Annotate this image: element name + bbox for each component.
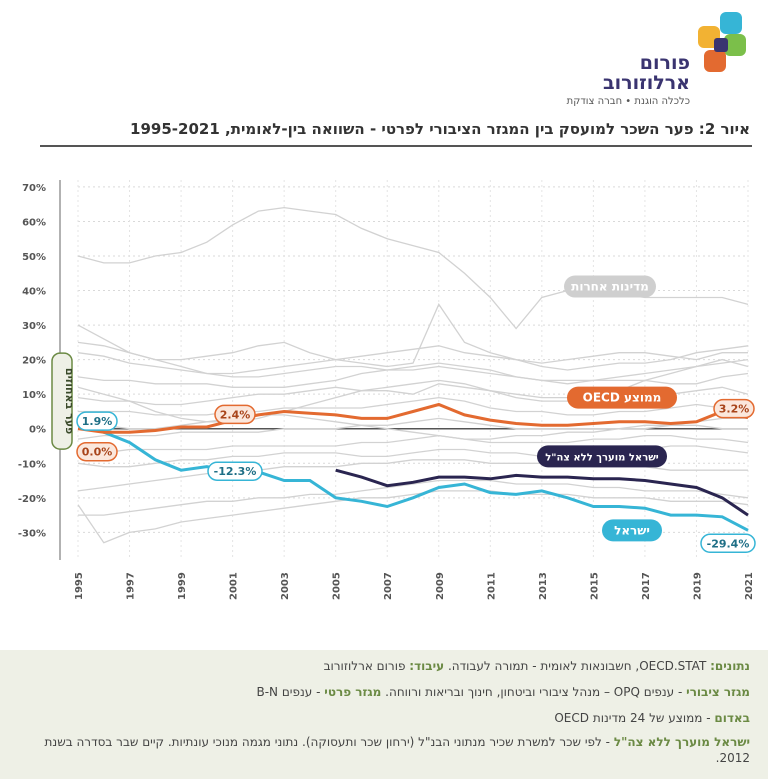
other-country-line	[78, 479, 749, 516]
footer-red-note: באדום - ממוצע של 24 מדינות OECD	[20, 710, 750, 726]
other-country-line	[77, 303, 749, 371]
x-tick-label: 2007	[383, 572, 394, 600]
value-annotation: 1.9%	[82, 415, 113, 428]
y-tick-label: -30%	[18, 528, 46, 539]
value-annotation-box	[76, 411, 118, 431]
other-country-line	[77, 417, 748, 440]
y-tick-label: -20%	[18, 494, 46, 505]
footer-red-label: באדום	[714, 711, 750, 725]
footer-estimate-text: - לפי שכר למשרת שכיר מנתוני הבנ"ל (ירחון…	[44, 735, 750, 765]
y-tick-label: 10%	[22, 390, 46, 401]
series-line	[335, 468, 749, 517]
x-tick-label: 2015	[589, 572, 600, 600]
other-country-line	[77, 414, 748, 440]
logo-name-line1: פורום	[639, 52, 690, 74]
footer-public-label: מגזר ציבורי	[686, 685, 750, 699]
x-tick-label: 2011	[486, 572, 497, 600]
x-tick-label: 2019	[692, 572, 703, 600]
y-tick-label: 70%	[22, 183, 46, 194]
series-label: מדינות אחרות	[571, 280, 649, 294]
value-annotation-box	[76, 441, 118, 462]
footer-sources-label: נתונים:	[710, 659, 750, 673]
y-axis-label-box	[51, 352, 73, 450]
x-tick-label: 2005	[332, 572, 343, 600]
value-annotation: 0.0%	[82, 446, 113, 459]
footer-sources-text: OECD.STAT, חשבונאות לאומית - תמורה לעבוד…	[447, 659, 707, 673]
y-tick-label: 20%	[22, 356, 46, 367]
footer-public-text: - ענפים OPQ – מנהל ציבורי וביטחון, חינוך…	[385, 685, 683, 699]
other-country-line	[77, 434, 749, 454]
value-annotation-box	[207, 461, 263, 481]
series-label-box	[602, 519, 662, 542]
other-country-line	[77, 206, 749, 330]
y-axis-label: פער באחוזים	[63, 368, 76, 434]
logo-tagline: כלכלה הוגנת • חברה צודקת	[566, 96, 690, 107]
value-annotation: 2.4%	[220, 408, 251, 421]
other-country-line	[77, 341, 749, 382]
x-tick-label: 2021	[744, 572, 755, 600]
x-tick-label: 2017	[641, 572, 652, 600]
value-annotation: -29.4%	[707, 537, 750, 550]
other-country-line	[77, 362, 749, 388]
y-tick-label: 60%	[22, 217, 46, 228]
other-country-line	[78, 396, 749, 416]
footer-background	[0, 650, 768, 779]
y-tick-label: 50%	[22, 252, 46, 263]
logo-name-line2: ארלוזורוב	[603, 72, 690, 94]
series-line	[77, 420, 749, 532]
footer-estimate-label: ישראל מוערך ללא צה"ל	[613, 735, 750, 749]
footer-sectors: מגזר ציבורי - ענפים OPQ – מנהל ציבורי וב…	[20, 684, 750, 700]
series-label: ממוצע OECD	[583, 391, 662, 405]
other-country-line	[77, 490, 749, 544]
wage-gap-chart: 70% 60% 50% 40% 30% 20% 10% 0% -10% -20% -30% 1995 1…	[18, 180, 756, 600]
footer-red-text: - ממוצע של 24 מדינות OECD	[554, 711, 711, 725]
x-tick-label: 1997	[126, 572, 137, 600]
y-tick-label: 40%	[22, 287, 46, 298]
footer-processing-text: פורום ארלוזורוב	[323, 659, 406, 673]
logo-mark-icon	[698, 12, 746, 72]
value-annotation-box	[713, 398, 755, 419]
value-annotation: -12.3%	[214, 465, 257, 478]
value-annotation: 3.2%	[719, 403, 750, 416]
y-tick-label: 30%	[22, 321, 46, 332]
footer-private-text: - ענפים B-N	[256, 685, 321, 699]
value-annotation-box	[700, 533, 756, 554]
other-country-line	[77, 358, 749, 423]
footer-private-label: מגזר פרטי	[324, 685, 382, 699]
other-country-line	[77, 345, 748, 375]
x-tick-label: 2003	[280, 572, 291, 600]
series-label: ישראל מוערך ללא צה"ל	[545, 452, 659, 463]
footer-sources: נתונים: OECD.STAT, חשבונאות לאומית - תמו…	[20, 658, 750, 674]
series-label-box	[564, 275, 656, 298]
series-label: ישראל	[614, 523, 650, 537]
footer-processing-label: עיבוד:	[409, 659, 445, 673]
figure-title: איור 2: פער השכר למועסק בין המגזר הציבור…	[130, 120, 750, 138]
y-tick-label: -10%	[18, 459, 46, 470]
logo: פורום ארלוזורוב כלכלה הוגנת • חברה צודקת	[567, 12, 760, 107]
series-line	[77, 402, 749, 434]
x-tick-label: 2001	[229, 572, 240, 600]
x-tick-label: 2009	[435, 572, 446, 600]
series-label-box	[537, 445, 667, 468]
footer-estimate-note: ישראל מוערך ללא צה"ל - לפי שכר למשרת שכי…	[20, 734, 750, 766]
x-tick-label: 1999	[177, 572, 188, 600]
series-label-box	[567, 386, 677, 409]
y-tick-label: 0%	[29, 425, 46, 436]
x-tick-label: 1995	[74, 572, 85, 600]
title-divider	[40, 145, 752, 147]
value-annotation-box	[214, 404, 256, 425]
x-tick-label: 2013	[538, 572, 549, 600]
